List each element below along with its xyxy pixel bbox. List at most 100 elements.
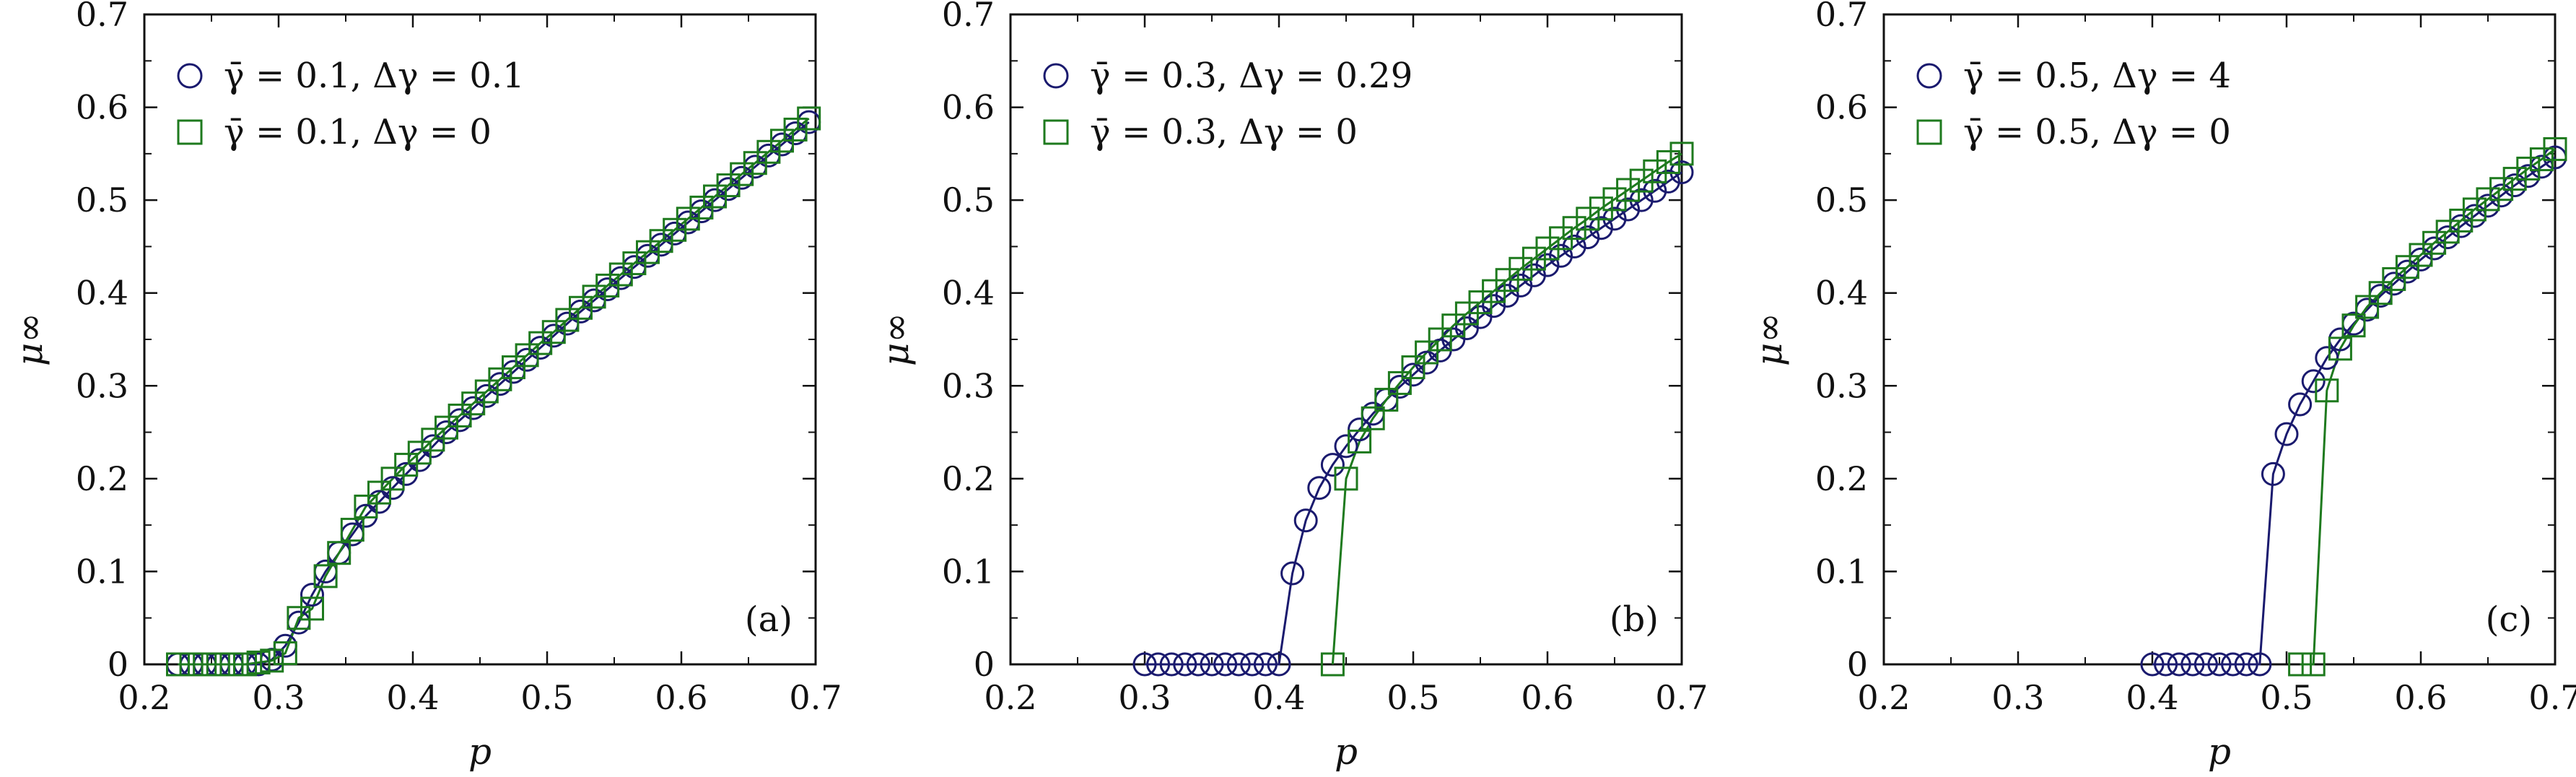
y-tick-label: 0.1 (1815, 552, 1868, 591)
data-point-square (2341, 313, 2366, 338)
panel-b: 0.2 0.3 0.4 0.5 0.6 0.7 0 0.1 0.2 0.3 0.4 0.5 0.6 0.7… (866, 0, 1725, 773)
y-tick-label: 0.2 (1815, 459, 1868, 498)
data-point-square (1415, 340, 1439, 365)
series-line-square (1331, 152, 1682, 665)
x-axis-label: p (468, 731, 492, 773)
data-point-square (1643, 159, 1667, 183)
y-tick-label: 0.3 (942, 366, 995, 405)
y-tick-label: 0.1 (942, 552, 995, 591)
data-point-square (1334, 466, 1358, 491)
data-point-circle (1535, 253, 1560, 277)
y-tick-label: 0.3 (1815, 366, 1868, 405)
data-point-circle (1307, 476, 1332, 500)
panel-c: 0.2 0.3 0.4 0.5 0.6 0.7 0 0.1 0.2 0.3 0.4 0.5 0.6 0.7… (1739, 0, 2576, 773)
y-tick-label: 0.5 (76, 181, 128, 220)
data-point-circle (2301, 369, 2326, 394)
legend-label: γ̄ = 0.3, Δγ = 0 (1090, 112, 1358, 152)
data-point-square (435, 415, 458, 440)
data-point-square (2301, 652, 2326, 677)
panel-label: (c) (2486, 599, 2532, 640)
data-point-square (447, 403, 472, 427)
series-line-circle (1145, 171, 1682, 666)
data-point-square (1616, 178, 1641, 202)
data-point-square (233, 652, 257, 677)
x-tick-label: 0.5 (2260, 678, 2313, 717)
x-tick-label: 0.2 (1857, 678, 1910, 717)
data-point-circle (1549, 243, 1573, 268)
data-point-square (219, 652, 244, 677)
y-tick-label: 0.7 (942, 0, 995, 34)
data-point-square (1428, 327, 1452, 352)
legend-marker-square (177, 119, 203, 145)
y-tick-label: 0.4 (942, 274, 995, 313)
y-tick-label: 0.4 (1815, 274, 1868, 313)
data-point-square (1361, 406, 1385, 430)
data-point-circle (2180, 652, 2205, 677)
data-point-circle (2248, 652, 2272, 677)
data-point-circle (1280, 561, 1305, 586)
legend-label: γ̄ = 0.5, Δγ = 4 (1963, 56, 2231, 96)
legend-marker-square (1916, 119, 1942, 145)
chart-c: 0.2 0.3 0.4 0.5 0.6 0.7 0 0.1 0.2 0.3 0.4 0.5 0.6 0.7… (1748, 0, 2576, 773)
y-axis-label: μ∞ (875, 313, 917, 366)
data-point-square (1589, 196, 1613, 221)
data-point-square (1441, 313, 1466, 338)
legend-marker-square (1043, 119, 1069, 145)
data-point-circle (1159, 652, 1184, 677)
legend-label: γ̄ = 0.1, Δγ = 0 (224, 112, 492, 152)
x-tick-label: 0.7 (1655, 678, 1708, 717)
data-point-circle (1200, 652, 1224, 677)
x-tick-label: 0.7 (789, 678, 842, 717)
data-point-circle (2207, 652, 2232, 677)
x-tick-label: 0.5 (520, 678, 573, 717)
data-point-square (1562, 216, 1586, 240)
data-point-circle (1226, 652, 1251, 677)
data-point-square (193, 652, 217, 677)
x-tick-label: 0.6 (1521, 678, 1573, 717)
data-point-circle (2315, 346, 2339, 370)
data-point-circle (2274, 422, 2299, 446)
data-point-square (300, 596, 324, 621)
data-point-circle (1562, 234, 1586, 259)
x-tick-label: 0.3 (1991, 678, 2044, 717)
data-point-square (1629, 168, 1654, 193)
data-point-square (555, 308, 580, 332)
data-point-square (515, 343, 539, 368)
data-point-circle (2140, 652, 2165, 677)
y-tick-label: 0.5 (1815, 181, 1868, 220)
data-point-square (2288, 652, 2313, 677)
legend-label: γ̄ = 0.1, Δγ = 0.1 (224, 56, 525, 96)
data-point-circle (1186, 652, 1210, 677)
data-point-square (340, 518, 364, 542)
data-point-circle (2234, 652, 2258, 677)
legend-marker-circle (1043, 63, 1069, 89)
data-point-square (354, 494, 378, 518)
data-point-square (2516, 156, 2541, 181)
y-tick-label: 0 (108, 645, 128, 684)
data-point-square (421, 427, 445, 452)
data-point-square (260, 648, 284, 673)
x-axis-label: p (1335, 731, 1358, 773)
data-point-square (1656, 149, 1680, 174)
data-point-circle (1293, 508, 1318, 533)
chart-a: 0.2 0.3 0.4 0.5 0.6 0.7 0 0.1 0.2 0.3 0.4 0.5 0.6 0.7… (9, 0, 842, 773)
data-point-circle (2193, 652, 2218, 677)
x-tick-label: 0.7 (2528, 678, 2576, 717)
series-line-square (2300, 148, 2556, 666)
data-point-square (474, 379, 499, 404)
data-point-square (2409, 243, 2433, 267)
y-tick-label: 0.6 (942, 88, 995, 127)
x-tick-label: 0.3 (1118, 678, 1171, 717)
data-point-circle (1334, 434, 1358, 459)
data-point-square (327, 541, 352, 565)
x-tick-label: 0.6 (655, 678, 707, 717)
legend-marker-circle (1916, 63, 1942, 89)
data-point-circle (1213, 652, 1238, 677)
data-point-circle (1146, 652, 1171, 677)
data-point-square (394, 453, 419, 477)
data-point-circle (300, 583, 324, 607)
data-point-circle (2154, 652, 2178, 677)
data-point-square (2368, 281, 2393, 305)
data-point-square (541, 320, 566, 344)
data-point-square (273, 641, 297, 666)
